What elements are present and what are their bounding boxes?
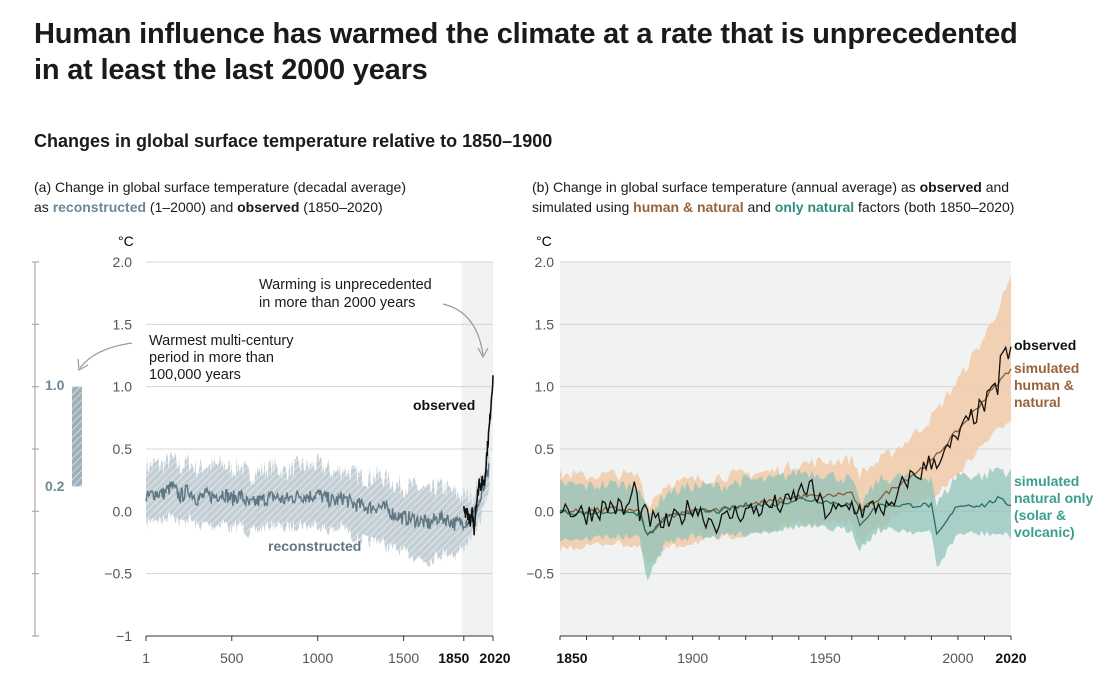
panel-b-y-tick-label: 0.5 [535, 441, 555, 457]
panel-a-y-tick-label: 0.0 [113, 503, 133, 519]
panel-a-reconstructed-label: reconstructed [268, 538, 361, 554]
annotation-warming-line-1: Warming is unprecedented [259, 277, 432, 293]
panel-a-y-tick-label: −1 [116, 628, 132, 644]
left-axis-bracket [32, 261, 39, 637]
annotation-warming-arrow [442, 303, 484, 356]
panel-b-x-tick-label: 1850 [556, 650, 587, 666]
panel-a-title-line-1: (a) Change in global surface temperature… [34, 179, 406, 195]
panel-b-title-human: human & natural [633, 199, 744, 215]
panel-a-x-tick-labels: 1 500 1000 1500 1850 2020 [142, 636, 511, 666]
annotation-warming-arrowhead [477, 347, 489, 359]
panel-a-y-tick-label: 0.5 [113, 441, 133, 457]
panel-b-natural-label: simulated natural only (solar & volcanic… [1014, 473, 1097, 540]
panel-b-x-tick-label: 2020 [995, 650, 1026, 666]
annotation-warmest-line-1: Warmest multi-century [149, 333, 294, 349]
panel-a-y-tick-label: 2.0 [113, 254, 133, 270]
panel-b-title-natural: only natural [774, 199, 855, 215]
panel-a-x-tick-label: 1850 [438, 650, 469, 666]
warmest-bar-top-label: 1.0 [45, 377, 65, 393]
panel-a-unit: °C [118, 233, 134, 249]
panel-a-y-tick-label: −0.5 [104, 566, 132, 582]
annotation-warmest-arrowhead [77, 358, 89, 371]
panel-b-y-tick-label: 2.0 [535, 254, 555, 270]
panel-b-title-mid: and [743, 199, 775, 215]
panel-b-x-tick-label: 2000 [942, 650, 973, 666]
panel-a-x-tick-label: 1500 [388, 650, 419, 666]
panel-a-title-prefix: as [34, 199, 53, 215]
observed-line-panel-a [463, 375, 494, 536]
page-subtitle: Changes in global surface temperature re… [34, 131, 553, 151]
panel-b: 1850 1900 1950 2000 2020 −0.5 0.0 0.5 1.0 1.5 2.0… [526, 233, 1097, 666]
human-label-line-3: natural [1014, 394, 1061, 410]
panel-a-observed-label: observed [413, 397, 475, 413]
natural-label-line-3: (solar & [1014, 507, 1066, 523]
annotation-warmest: Warmest multi-century period in more tha… [149, 333, 298, 383]
panel-b-title-observed: observed [919, 179, 982, 195]
panel-b-title-end: factors (both 1850–2020) [854, 199, 1015, 215]
panel-a-gridlines [146, 261, 493, 637]
natural-label-line-2: natural only [1014, 490, 1094, 506]
panel-b-title-prefix: (b) Change in global surface temperature… [532, 179, 920, 195]
natural-label-line-1: simulated [1014, 473, 1079, 489]
natural-only-range-band [560, 467, 1011, 581]
panel-b-unit: °C [536, 233, 552, 249]
panel-b-y-tick-label: 1.0 [535, 379, 555, 395]
annotation-warming: Warming is unprecedented in more than 20… [259, 277, 436, 311]
observed-line-panel-b [559, 345, 1012, 535]
human-natural-line [559, 368, 1012, 536]
annotation-warmest-line-2: period in more than [149, 350, 274, 366]
headline-line-1: Human influence has warmed the climate a… [34, 18, 1018, 50]
panel-a-title-observed: observed [237, 199, 300, 215]
panel-a-x-tick-label: 1000 [302, 650, 333, 666]
warmest-period-bar [72, 386, 82, 487]
page-headline: Human influence has warmed the climate a… [34, 16, 1094, 88]
panel-b-x-tick-label: 1900 [677, 650, 708, 666]
annotation-warmest-arrow [79, 342, 133, 369]
panel-b-y-tick-label: 1.5 [535, 316, 555, 332]
panel-b-x-tick-labels: 1850 1900 1950 2000 2020 [556, 636, 1027, 666]
panel-b-y-tick-label: −0.5 [526, 566, 554, 582]
panel-b-title: (b) Change in global surface temperature… [532, 177, 1014, 217]
natural-only-line [559, 495, 1012, 536]
annotation-warming-line-2: in more than 2000 years [259, 295, 415, 311]
human-label-line-1: simulated [1014, 360, 1079, 376]
panel-b-title-line2-prefix: simulated using [532, 199, 634, 215]
panel-a-x-tick-label: 500 [220, 650, 244, 666]
panel-b-y-tick-labels: −0.5 0.0 0.5 1.0 1.5 2.0 [526, 254, 554, 582]
headline-line-2: in at least the last 2000 years [34, 54, 428, 86]
reconstructed-range-band [146, 447, 490, 568]
panel-b-title-line1-end: and [981, 179, 1010, 195]
natural-label-line-4: volcanic) [1014, 524, 1075, 540]
panel-a-y-tick-label: 1.0 [113, 379, 133, 395]
panel-a-y-tick-label: 1.5 [113, 316, 133, 332]
panel-a-title: (a) Change in global surface temperature… [34, 177, 406, 217]
panel-a: 1 500 1000 1500 1850 2020 −1−0.50.00.51.01.52… [32, 233, 511, 666]
panel-a-x-tick-label: 1 [142, 650, 150, 666]
reconstructed-line [145, 463, 490, 532]
panel-a-title-mid: (1–2000) and [146, 199, 238, 215]
panel-b-human-label: simulated human & natural [1014, 360, 1083, 410]
panel-b-y-tick-label: 0.0 [535, 503, 555, 519]
panel-b-observed-label: observed [1014, 337, 1076, 353]
annotation-warmest-line-3: 100,000 years [149, 367, 241, 383]
panel-a-title-end: (1850–2020) [299, 199, 383, 215]
panel-b-x-tick-label: 1950 [810, 650, 841, 666]
panel-a-x-tick-label: 2020 [479, 650, 510, 666]
panel-a-y-tick-labels: −1 −0.5 0.0 0.5 1.0 1.5 2.0 [104, 254, 132, 644]
warmest-bar-bottom-label: 0.2 [45, 478, 65, 494]
human-label-line-2: human & [1014, 377, 1074, 393]
panel-a-title-reconstructed: reconstructed [52, 199, 147, 215]
